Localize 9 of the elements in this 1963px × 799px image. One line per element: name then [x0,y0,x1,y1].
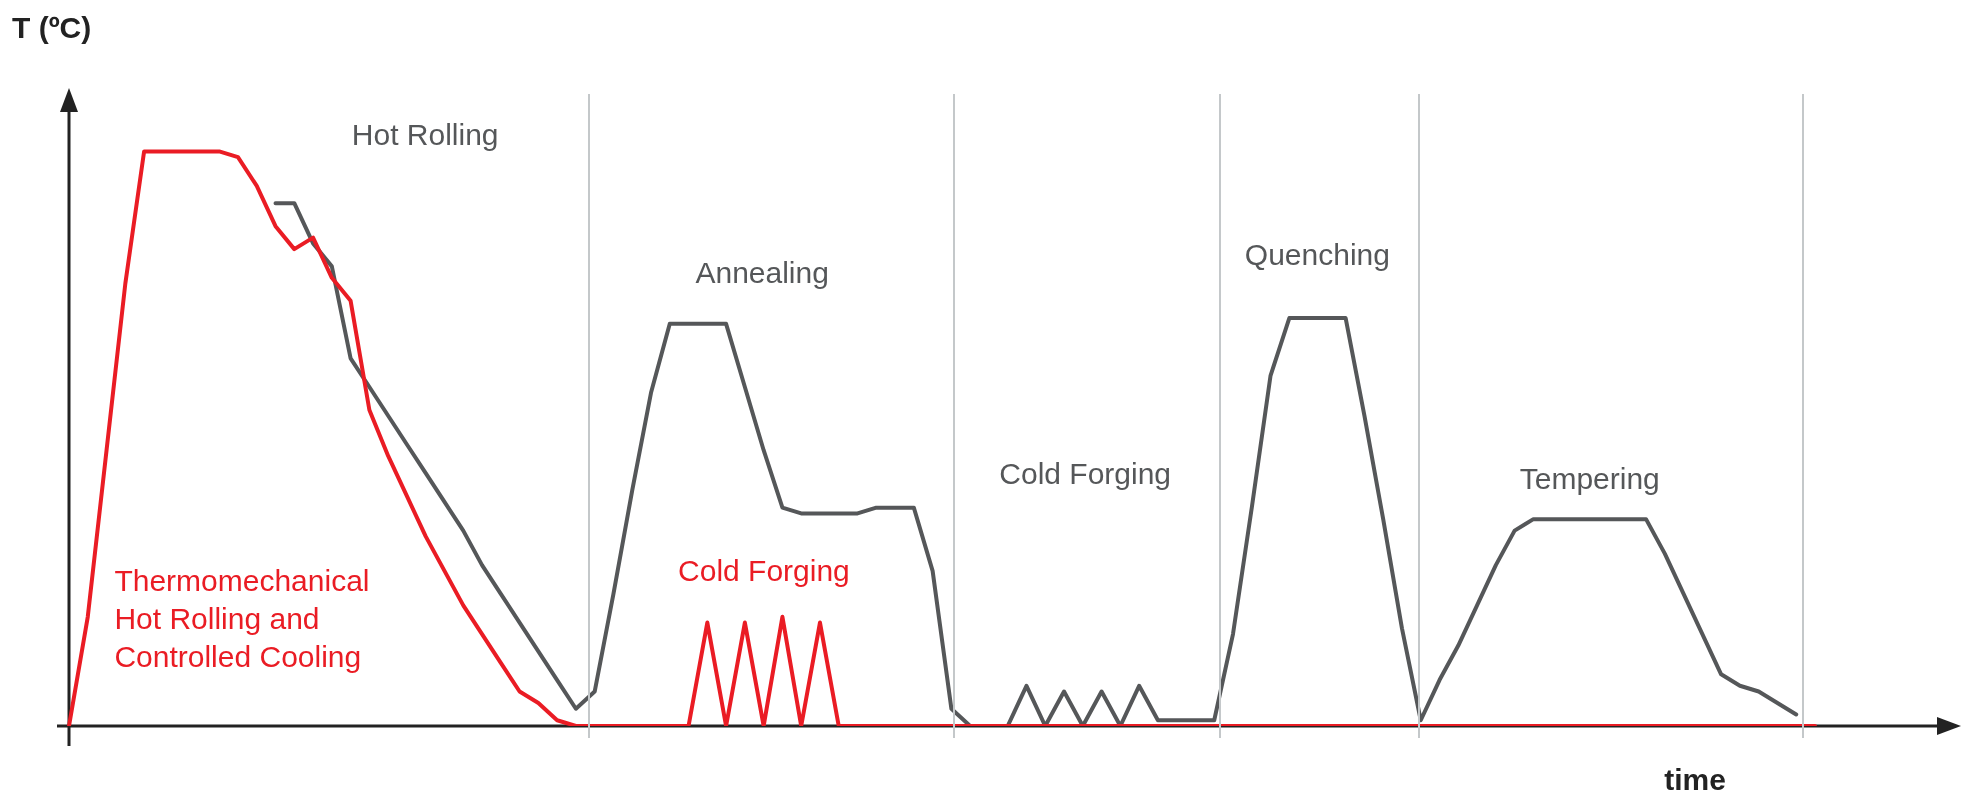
annotation: Quenching [1244,238,1390,272]
x-axis-title: time [1664,763,1726,796]
annotation: Cold Forging [999,456,1172,490]
annotation: Annealing [695,255,829,289]
annotation: Cold Forging [678,554,850,588]
series-label: Thermomechanical Hot Rolling and Controlled Cooling [114,563,370,673]
text: Hot Rolling [351,117,499,151]
annotation: Tempering [1519,462,1660,496]
y-axis-title: T (ºC) [12,11,92,44]
